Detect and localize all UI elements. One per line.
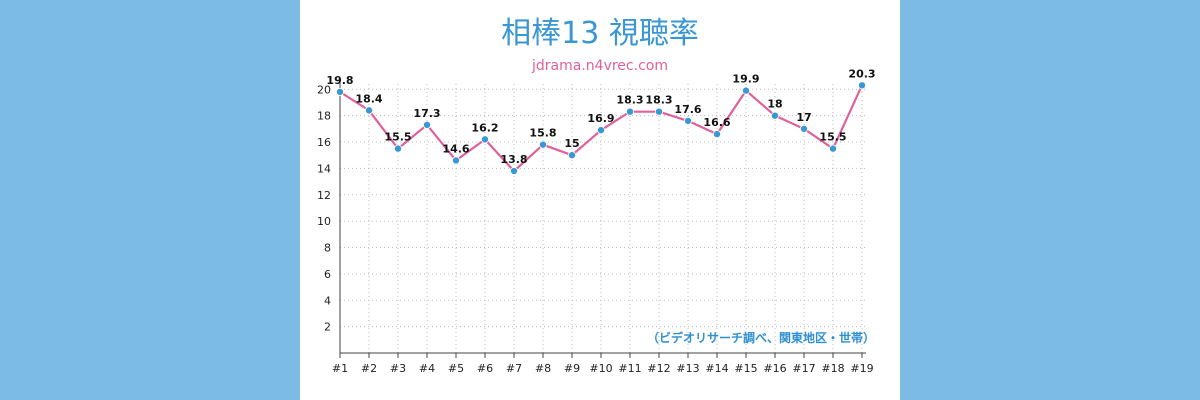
source-note: （ビデオリサーチ調べ、関東地区・世帯） <box>647 330 875 345</box>
y-tick-label: 4 <box>324 294 331 307</box>
y-tick-label: 2 <box>324 321 331 334</box>
data-label: 18.3 <box>616 94 643 107</box>
y-tick-label: 18 <box>317 110 331 123</box>
x-tick-label: #18 <box>821 362 844 375</box>
x-tick-label: #2 <box>361 362 377 375</box>
data-label: 16.6 <box>703 116 730 129</box>
data-label: 16.2 <box>471 121 498 134</box>
data-label: 15.5 <box>384 131 411 144</box>
data-label: 17.3 <box>413 107 440 120</box>
data-point <box>712 130 721 139</box>
y-tick-label: 8 <box>324 242 331 255</box>
data-point <box>336 87 345 96</box>
data-label: 16.9 <box>587 112 614 125</box>
data-point <box>799 124 808 133</box>
x-tick-label: #9 <box>564 362 580 375</box>
x-tick-label: #3 <box>390 362 406 375</box>
x-tick-label: #6 <box>477 362 493 375</box>
x-tick-label: #16 <box>763 362 786 375</box>
data-label: 18.4 <box>355 92 382 105</box>
data-point <box>509 167 518 176</box>
chart-panel: 相棒13 視聴率 jdrama.n4vrec.com 2 4 6 8 10 12 14 16 1… <box>300 0 900 400</box>
x-tick-label: #4 <box>419 362 435 375</box>
data-label: 17 <box>796 111 811 124</box>
data-point <box>451 156 460 165</box>
y-tick-label: 12 <box>317 189 331 202</box>
data-point <box>567 151 576 160</box>
x-tick-label: #11 <box>618 362 641 375</box>
data-label: 18 <box>767 98 782 111</box>
x-tick-label: #14 <box>705 362 728 375</box>
data-point <box>654 107 663 116</box>
data-point <box>858 81 867 90</box>
x-tick-label: #8 <box>535 362 551 375</box>
data-label: 19.8 <box>326 74 353 87</box>
data-point <box>625 107 634 116</box>
data-point <box>829 144 838 153</box>
y-tick-label: 14 <box>317 162 331 175</box>
x-tick-label: #5 <box>448 362 464 375</box>
y-tick-label: 20 <box>317 83 331 96</box>
data-label: 13.8 <box>500 153 527 166</box>
data-point <box>741 86 750 95</box>
line-chart: 相棒13 視聴率 jdrama.n4vrec.com 2 4 6 8 10 12 14 16 1… <box>317 16 876 375</box>
data-point <box>683 116 692 125</box>
data-label: 18.3 <box>645 94 672 107</box>
data-label: 15 <box>564 137 579 150</box>
y-tick-label: 16 <box>317 136 331 149</box>
x-tick-label: #12 <box>647 362 670 375</box>
data-label: 14.6 <box>442 142 469 155</box>
data-label: 17.6 <box>674 103 701 116</box>
data-point <box>770 111 779 120</box>
data-point <box>394 144 403 153</box>
data-point <box>423 120 432 129</box>
x-tick-label: #15 <box>734 362 757 375</box>
x-tick-label: #1 <box>332 362 348 375</box>
x-tick-label: #13 <box>676 362 699 375</box>
y-tick-label: 10 <box>317 215 331 228</box>
y-tick-label: 6 <box>324 268 331 281</box>
x-tick-label: #7 <box>506 362 522 375</box>
data-point <box>538 140 547 149</box>
x-tick-label: #19 <box>850 362 873 375</box>
data-point <box>596 126 605 135</box>
data-label: 19.9 <box>732 73 759 86</box>
x-tick-label: #17 <box>792 362 815 375</box>
series <box>336 81 867 176</box>
axes: 2 4 6 8 10 12 14 16 18 20 #1 #2 #3 #4 #5 #6 #7 #8 #9 #10 #11… <box>317 80 874 375</box>
data-label: 15.8 <box>529 127 556 140</box>
x-tick-label: #10 <box>589 362 612 375</box>
data-point <box>480 135 489 144</box>
chart-title: 相棒13 視聴率 <box>501 16 699 51</box>
data-labels: 19.818.415.517.314.616.213.815.81516.918… <box>326 67 875 166</box>
data-label: 20.3 <box>848 67 875 80</box>
data-label: 15.5 <box>819 131 846 144</box>
data-point <box>365 106 374 115</box>
chart-subtitle: jdrama.n4vrec.com <box>531 58 668 74</box>
